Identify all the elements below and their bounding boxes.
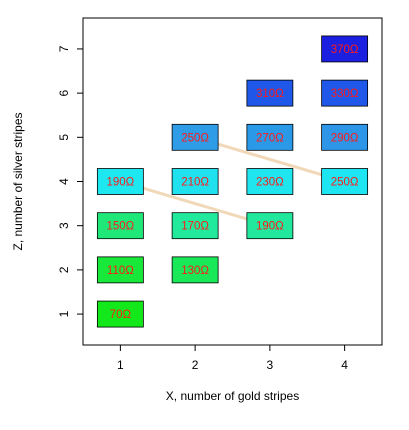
data-point: 250Ω — [172, 124, 218, 150]
y-tick-label: 6 — [57, 89, 71, 96]
data-point: 110Ω — [97, 257, 143, 283]
data-point: 270Ω — [247, 124, 293, 150]
point-label: 250Ω — [331, 177, 359, 189]
y-tick-label: 4 — [57, 178, 71, 185]
data-point: 130Ω — [172, 257, 218, 283]
point-label: 270Ω — [256, 132, 284, 144]
data-point: 190Ω — [247, 213, 293, 239]
data-point: 290Ω — [322, 124, 368, 150]
data-point: 370Ω — [322, 36, 368, 62]
data-points: 70Ω 110Ω 130Ω 150Ω 170Ω 190Ω 190Ω 210Ω 230Ω 250Ω 2… — [97, 36, 367, 327]
point-label: 70Ω — [110, 309, 132, 321]
y-tick-label: 1 — [57, 310, 71, 317]
y-tick-label: 5 — [57, 134, 71, 141]
point-label: 130Ω — [181, 265, 209, 277]
data-point: 70Ω — [97, 301, 143, 327]
point-label: 370Ω — [331, 44, 359, 56]
y-tick-label: 3 — [57, 222, 71, 229]
data-point: 150Ω — [97, 213, 143, 239]
y-axis: 1 2 3 4 5 6 7 — [57, 45, 83, 317]
data-point: 310Ω — [247, 80, 293, 106]
y-tick-label: 7 — [57, 45, 71, 52]
point-label: 190Ω — [256, 221, 284, 233]
y-tick-label: 2 — [57, 266, 71, 273]
data-point: 330Ω — [322, 80, 368, 106]
point-label: 310Ω — [256, 88, 284, 100]
data-point: 170Ω — [172, 213, 218, 239]
x-tick-label: 1 — [117, 358, 124, 372]
point-label: 330Ω — [331, 88, 359, 100]
point-label: 230Ω — [256, 177, 284, 189]
x-axis: 1 2 3 4 — [117, 345, 348, 372]
point-label: 250Ω — [181, 132, 209, 144]
x-tick-label: 3 — [267, 358, 274, 372]
x-axis-label: X, number of gold stripes — [166, 389, 299, 403]
point-label: 210Ω — [181, 177, 209, 189]
connector-lines — [120, 137, 344, 225]
point-label: 170Ω — [181, 221, 209, 233]
x-tick-label: 2 — [192, 358, 199, 372]
data-point: 190Ω — [97, 169, 143, 195]
x-tick-label: 4 — [341, 358, 348, 372]
y-axis-label: Z, number of silver stripes — [11, 112, 25, 250]
point-label: 290Ω — [331, 132, 359, 144]
data-point: 250Ω — [322, 169, 368, 195]
data-point: 230Ω — [247, 169, 293, 195]
data-point: 210Ω — [172, 169, 218, 195]
point-label: 150Ω — [106, 221, 134, 233]
point-label: 110Ω — [107, 265, 134, 277]
point-label: 190Ω — [106, 177, 134, 189]
